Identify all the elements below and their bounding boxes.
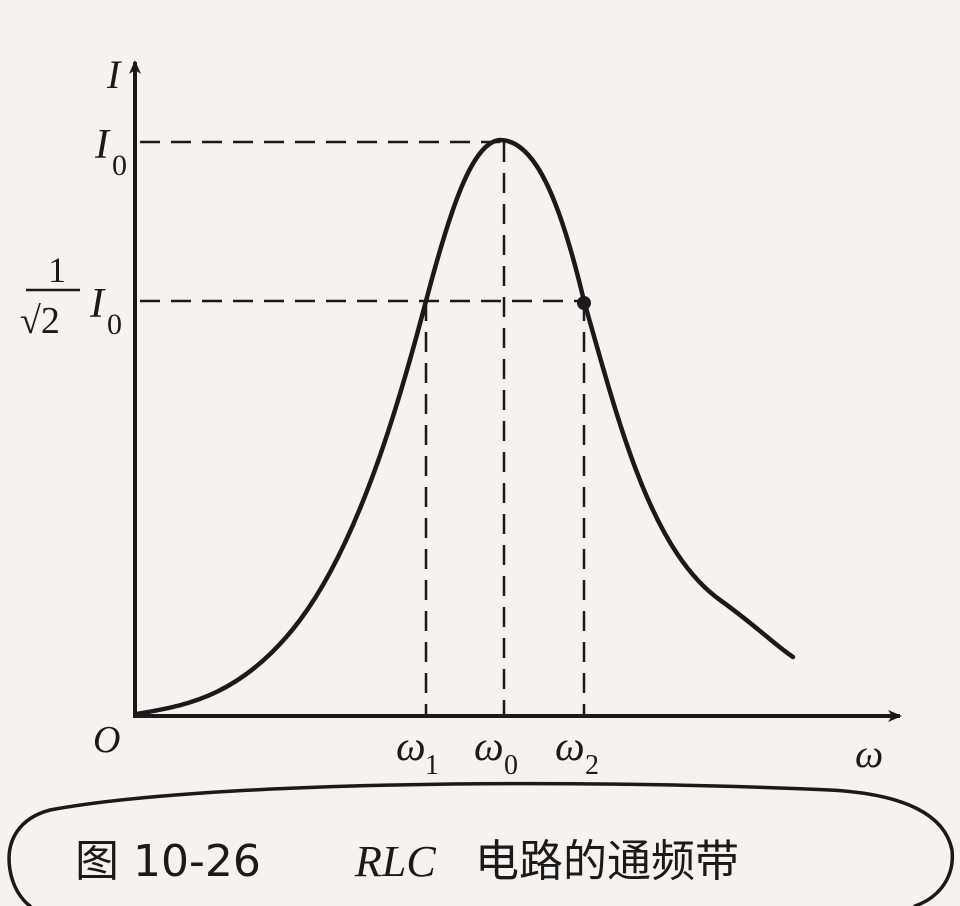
svg-text:0: 0 <box>107 308 122 341</box>
x-axis-label: ω <box>855 731 883 776</box>
svg-text:1: 1 <box>48 250 66 290</box>
caption: 图 10-26 RLC 电路的通频带 <box>75 836 739 887</box>
svg-text:0: 0 <box>504 750 518 781</box>
origin-label: O <box>93 719 120 761</box>
caption-text: 电路的通频带 <box>475 836 739 887</box>
svg-text:0: 0 <box>112 149 127 182</box>
half-power-label: 1 √2 I 0 <box>20 250 122 342</box>
svg-text:ω: ω <box>396 724 426 770</box>
svg-text:√2: √2 <box>20 300 60 342</box>
svg-text:ω: ω <box>555 724 585 770</box>
svg-text:I: I <box>94 122 111 168</box>
svg-text:2: 2 <box>585 750 599 781</box>
svg-text:1: 1 <box>425 750 439 781</box>
w2-label: ω 2 <box>555 724 599 781</box>
peak-label: I 0 <box>94 122 127 182</box>
caption-circuit: RLC <box>354 837 436 886</box>
w1-label: ω 1 <box>396 724 439 781</box>
y-axis-label: I <box>106 52 122 97</box>
half-power-point <box>577 296 591 310</box>
resonance-curve <box>134 137 796 717</box>
w0-label: ω 0 <box>474 724 518 781</box>
caption-figure-label: 图 10-26 <box>75 836 261 887</box>
svg-text:ω: ω <box>474 724 504 770</box>
svg-text:I: I <box>89 281 106 327</box>
caption-circle <box>7 781 955 906</box>
